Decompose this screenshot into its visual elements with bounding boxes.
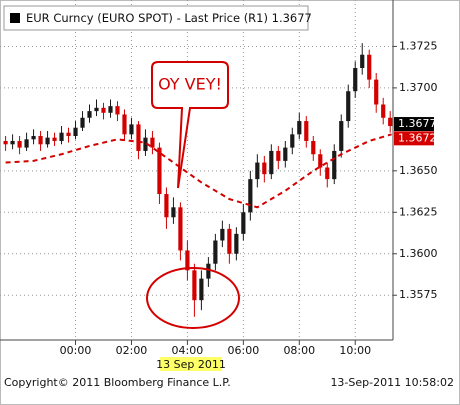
- candle-body: [80, 117, 85, 128]
- candle-body: [290, 134, 295, 148]
- candle-body: [388, 117, 393, 127]
- candle-body: [199, 278, 204, 301]
- last-price-box: [394, 131, 434, 146]
- candle-body: [241, 212, 246, 234]
- candle-body: [3, 140, 8, 145]
- candle-body: [248, 179, 253, 213]
- candle-body: [171, 207, 176, 218]
- candle-body: [318, 154, 323, 168]
- timestamp: 13-Sep-2011 10:58:02: [330, 376, 454, 389]
- candle-body: [360, 54, 365, 68]
- candle-body: [108, 106, 113, 113]
- candle-body: [339, 121, 344, 151]
- candle-body: [73, 127, 78, 136]
- plot-area: [0, 0, 393, 340]
- candle-body: [276, 150, 281, 161]
- candle-body: [45, 137, 50, 145]
- candle-body: [31, 136, 36, 140]
- y-tick-label: 1.3575: [399, 288, 438, 301]
- speech-bubble: [151, 61, 229, 189]
- copyright: Copyright© 2011 Bloomberg Finance L.P.: [4, 376, 231, 389]
- candle-body: [283, 147, 288, 161]
- candle-body: [87, 111, 92, 118]
- y-tick-label: 1.3725: [399, 39, 438, 52]
- candle-body: [164, 194, 169, 218]
- candle-body: [52, 137, 57, 141]
- annotation: OY VEY!: [158, 75, 222, 94]
- candle-body: [269, 150, 274, 175]
- candle-body: [311, 140, 316, 155]
- candle-body: [101, 107, 106, 113]
- y-tick-label: 1.3625: [399, 205, 438, 218]
- candle-body: [178, 207, 183, 251]
- candle-body: [38, 136, 43, 145]
- candle-body: [227, 228, 232, 254]
- last-price-label: 1.3677: [398, 117, 437, 130]
- candle-body: [346, 91, 351, 122]
- x-tick-label: 08:00: [283, 344, 315, 357]
- candle-body: [234, 233, 239, 254]
- title-box: [3, 5, 309, 31]
- x-tick-label: 04:00: [172, 344, 204, 357]
- highlight-ellipse: [146, 267, 240, 329]
- candle-body: [325, 167, 330, 180]
- x-tick-label: 06:00: [228, 344, 260, 357]
- last-price-box: [394, 117, 434, 132]
- legend-swatch: [10, 13, 20, 23]
- candle-body: [220, 228, 225, 241]
- date-label: 13 Sep 2011: [156, 358, 226, 371]
- candle-body: [94, 107, 99, 112]
- candle-body: [150, 137, 155, 148]
- candle-body: [367, 54, 372, 80]
- candle-body: [255, 162, 260, 180]
- x-tick-label: 00:00: [60, 344, 92, 357]
- date-highlight: [160, 357, 222, 371]
- candle-body: [115, 106, 120, 115]
- candle-body: [262, 162, 267, 175]
- x-tick-label: 02:00: [116, 344, 148, 357]
- candle-body: [157, 147, 162, 195]
- candle-body: [143, 137, 148, 151]
- candle-body: [192, 270, 197, 301]
- candle-body: [213, 240, 218, 264]
- last-price-label: 1.3672: [398, 131, 437, 144]
- candle-body: [59, 132, 64, 141]
- candle-body: [374, 79, 379, 105]
- chart-title: EUR Curncy (EURO SPOT) - Last Price (R1)…: [26, 11, 312, 25]
- candle-body: [304, 121, 309, 141]
- y-tick-label: 1.3650: [399, 164, 438, 177]
- candle-body: [66, 132, 71, 136]
- candle-body: [206, 263, 211, 279]
- y-tick-label: 1.3600: [399, 247, 438, 260]
- candle-body: [24, 139, 29, 148]
- x-tick-label: 10:00: [339, 344, 371, 357]
- candle-body: [136, 124, 141, 151]
- candle-body: [185, 250, 190, 271]
- candle-body: [10, 140, 15, 145]
- candle-body: [297, 121, 302, 135]
- moving-average: [5, 133, 392, 209]
- candle-body: [17, 140, 22, 148]
- candle-body: [332, 150, 337, 180]
- y-tick-label: 1.3700: [399, 81, 438, 94]
- candle-body: [122, 114, 127, 135]
- candle-body: [129, 124, 134, 135]
- candle-body: [353, 68, 358, 92]
- candle-body: [381, 104, 386, 118]
